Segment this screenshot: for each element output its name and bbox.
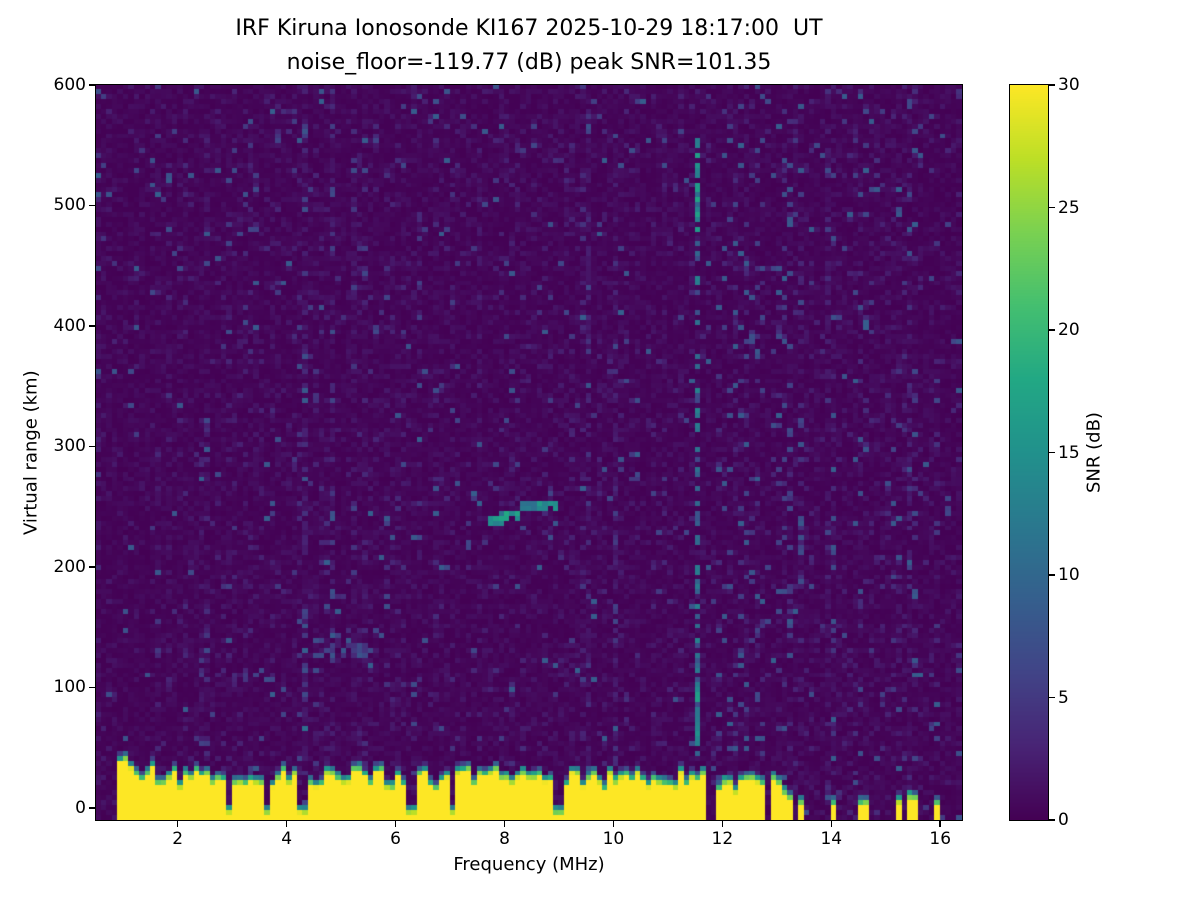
x-tick-label: 12 [711, 829, 734, 849]
colorbar-tick-label: 30 [1058, 75, 1080, 95]
x-tick-label: 4 [281, 829, 293, 849]
plot-frame [95, 84, 963, 821]
x-tick-mark [939, 821, 941, 827]
y-tick-label: 100 [53, 677, 86, 698]
y-tick-label: 200 [53, 556, 86, 577]
x-tick-mark [394, 821, 397, 827]
colorbar-tick-mark [1049, 329, 1055, 331]
x-tick-mark [176, 821, 179, 827]
y-tick-label: 0 [75, 797, 86, 818]
x-tick-mark [612, 821, 615, 827]
x-tick-label: 10 [602, 829, 625, 849]
y-tick-mark [89, 566, 95, 568]
colorbar-tick-mark [1049, 84, 1055, 86]
colorbar-tick-label: 15 [1058, 442, 1080, 463]
y-tick-label: 500 [53, 195, 86, 216]
colorbar-tick-mark [1049, 574, 1055, 576]
colorbar-tick-label: 20 [1058, 320, 1080, 340]
ionogram-heatmap [96, 85, 962, 820]
x-tick-mark [721, 821, 724, 827]
colorbar-tick-mark [1049, 696, 1055, 699]
colorbar-tick-label: 5 [1058, 687, 1069, 708]
y-tick-mark [89, 807, 95, 809]
x-tick-label: 14 [820, 829, 843, 849]
x-tick-mark [285, 821, 288, 827]
x-tick-label: 2 [172, 829, 184, 849]
x-axis-label: Frequency (MHz) [453, 854, 605, 875]
x-tick-label: 6 [390, 829, 401, 849]
y-tick-mark [89, 445, 95, 448]
chart-title: IRF Kiruna Ionosonde KI167 2025-10-29 18… [235, 16, 823, 41]
x-tick-label: 8 [499, 829, 510, 849]
colorbar-tick-label: 10 [1058, 565, 1080, 585]
colorbar-tick-label: 0 [1058, 810, 1069, 830]
colorbar-frame [1009, 84, 1049, 821]
y-tick-label: 400 [53, 315, 86, 336]
colorbar [1010, 85, 1048, 820]
chart-subtitle: noise_floor=-119.77 (dB) peak SNR=101.35 [286, 50, 772, 75]
colorbar-tick-mark [1049, 206, 1055, 209]
x-tick-mark [503, 821, 506, 827]
y-tick-label: 300 [53, 436, 86, 457]
x-tick-mark [830, 821, 833, 827]
y-tick-mark [89, 686, 95, 689]
y-tick-label: 600 [53, 75, 86, 95]
colorbar-tick-mark [1049, 819, 1055, 821]
y-tick-mark [89, 325, 95, 327]
colorbar-tick-label: 25 [1058, 197, 1080, 218]
colorbar-tick-mark [1049, 451, 1055, 454]
x-tick-label: 16 [929, 829, 952, 849]
y-tick-mark [89, 204, 95, 207]
y-tick-mark [89, 84, 95, 86]
